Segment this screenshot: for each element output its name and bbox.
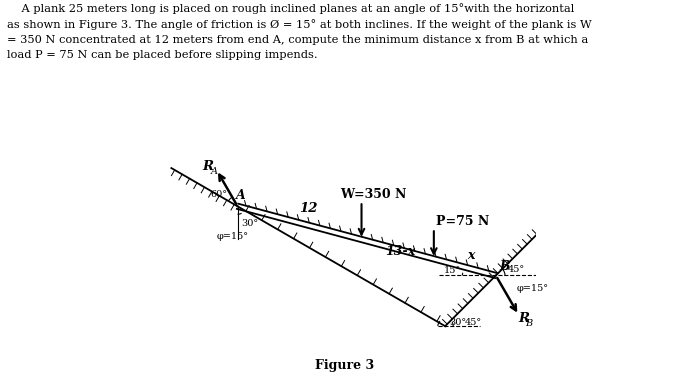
Text: A: A xyxy=(211,167,218,176)
Text: 12: 12 xyxy=(300,202,318,215)
Text: 45°: 45° xyxy=(507,265,524,274)
Text: 13-x: 13-x xyxy=(385,245,415,258)
Text: Figure 3: Figure 3 xyxy=(315,359,374,372)
Text: 30°: 30° xyxy=(241,219,258,228)
Text: R: R xyxy=(202,160,213,173)
Text: φ=15°: φ=15° xyxy=(216,232,249,241)
Text: W=350 N: W=350 N xyxy=(340,188,407,201)
Text: 15°: 15° xyxy=(444,266,462,275)
Text: A: A xyxy=(236,189,245,202)
Text: B: B xyxy=(499,260,509,273)
Text: 60°: 60° xyxy=(210,190,227,199)
Text: φ=15°: φ=15° xyxy=(517,284,549,293)
Text: B: B xyxy=(526,319,533,328)
Text: 45°: 45° xyxy=(465,318,482,327)
Text: P=75 N: P=75 N xyxy=(435,215,489,228)
Text: x: x xyxy=(467,249,475,262)
Text: R: R xyxy=(519,312,530,325)
Text: 30°: 30° xyxy=(449,318,466,327)
Text: A plank 25 meters long is placed on rough inclined planes at an angle of 15°with: A plank 25 meters long is placed on roug… xyxy=(7,3,592,60)
